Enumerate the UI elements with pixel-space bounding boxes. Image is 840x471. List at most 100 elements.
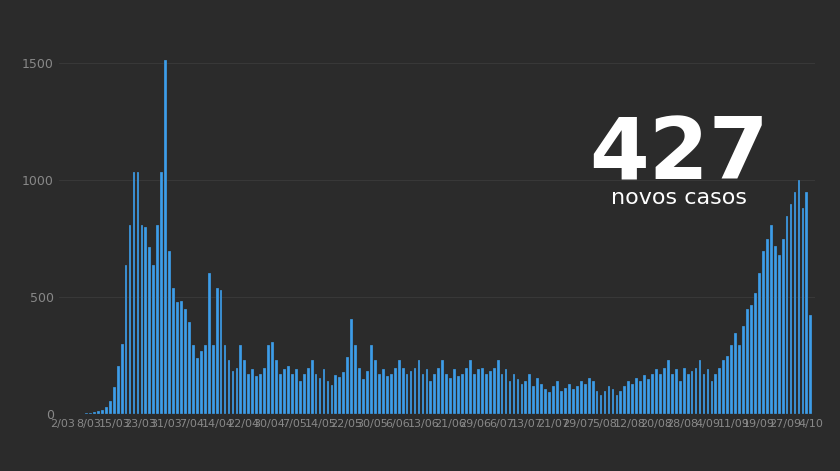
- Bar: [390, 374, 392, 414]
- Bar: [382, 369, 385, 414]
- Bar: [374, 360, 377, 414]
- Bar: [489, 371, 491, 414]
- Bar: [600, 395, 602, 414]
- Bar: [754, 293, 757, 414]
- Bar: [798, 180, 801, 414]
- Bar: [248, 374, 250, 414]
- Bar: [572, 389, 575, 414]
- Bar: [232, 371, 234, 414]
- Bar: [358, 368, 361, 414]
- Bar: [607, 386, 611, 414]
- Bar: [101, 410, 103, 414]
- Bar: [422, 374, 424, 414]
- Bar: [140, 225, 144, 414]
- Bar: [343, 373, 345, 414]
- Bar: [766, 239, 769, 414]
- Bar: [402, 368, 405, 414]
- Bar: [533, 386, 535, 414]
- Bar: [774, 246, 777, 414]
- Bar: [627, 381, 630, 414]
- Bar: [307, 368, 310, 414]
- Bar: [706, 369, 709, 414]
- Bar: [184, 309, 186, 414]
- Bar: [702, 374, 706, 414]
- Bar: [501, 374, 503, 414]
- Bar: [413, 368, 417, 414]
- Bar: [192, 345, 195, 414]
- Bar: [568, 384, 571, 414]
- Bar: [172, 288, 175, 414]
- Bar: [188, 322, 191, 414]
- Bar: [156, 225, 159, 414]
- Bar: [540, 384, 543, 414]
- Bar: [806, 192, 808, 414]
- Bar: [596, 391, 598, 414]
- Bar: [334, 375, 337, 414]
- Bar: [176, 302, 179, 414]
- Bar: [556, 381, 559, 414]
- Bar: [667, 360, 669, 414]
- Bar: [438, 368, 440, 414]
- Bar: [778, 255, 780, 414]
- Bar: [165, 60, 167, 414]
- Bar: [93, 413, 96, 414]
- Bar: [509, 381, 512, 414]
- Bar: [235, 368, 239, 414]
- Bar: [362, 379, 365, 414]
- Bar: [89, 413, 92, 414]
- Bar: [695, 368, 697, 414]
- Bar: [722, 360, 725, 414]
- Bar: [477, 369, 480, 414]
- Bar: [370, 345, 373, 414]
- Bar: [524, 381, 528, 414]
- Bar: [560, 391, 563, 414]
- Bar: [517, 379, 519, 414]
- Bar: [635, 378, 638, 414]
- Bar: [121, 343, 123, 414]
- Bar: [267, 345, 270, 414]
- Bar: [137, 172, 139, 414]
- Bar: [180, 300, 183, 414]
- Bar: [632, 384, 634, 414]
- Bar: [263, 368, 266, 414]
- Bar: [564, 388, 567, 414]
- Bar: [521, 384, 523, 414]
- Bar: [481, 368, 484, 414]
- Bar: [718, 368, 722, 414]
- Bar: [410, 371, 412, 414]
- Bar: [588, 378, 591, 414]
- Bar: [386, 376, 389, 414]
- Bar: [512, 374, 516, 414]
- Bar: [591, 381, 595, 414]
- Bar: [160, 172, 163, 414]
- Bar: [743, 325, 745, 414]
- Bar: [461, 374, 464, 414]
- Bar: [671, 374, 674, 414]
- Bar: [496, 360, 500, 414]
- Bar: [445, 374, 448, 414]
- Bar: [790, 204, 792, 414]
- Bar: [302, 374, 306, 414]
- Bar: [794, 192, 796, 414]
- Bar: [663, 368, 666, 414]
- Bar: [643, 375, 646, 414]
- Bar: [730, 345, 733, 414]
- Bar: [350, 318, 353, 414]
- Bar: [339, 377, 341, 414]
- Text: 427: 427: [589, 114, 769, 197]
- Bar: [528, 374, 531, 414]
- Bar: [152, 265, 155, 414]
- Bar: [457, 376, 460, 414]
- Bar: [295, 369, 297, 414]
- Bar: [687, 374, 690, 414]
- Bar: [255, 376, 258, 414]
- Bar: [738, 345, 741, 414]
- Bar: [251, 369, 255, 414]
- Bar: [715, 374, 717, 414]
- Bar: [623, 386, 626, 414]
- Bar: [758, 273, 761, 414]
- Bar: [734, 333, 737, 414]
- Bar: [223, 345, 227, 414]
- Bar: [690, 371, 694, 414]
- Bar: [212, 345, 214, 414]
